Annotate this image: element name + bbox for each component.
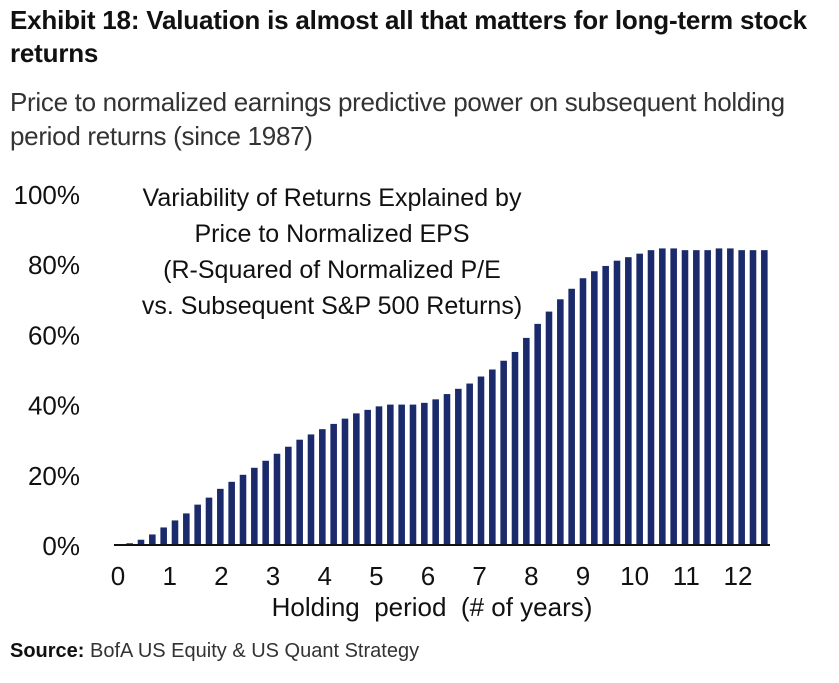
bar — [681, 250, 689, 545]
bar — [545, 311, 553, 545]
x-tick-label: 3 — [266, 561, 280, 591]
bar — [375, 406, 383, 545]
bar — [749, 250, 757, 545]
y-axis-ticks: 0% 20% 40% 60% 80% 100% — [14, 180, 81, 561]
bar — [296, 439, 303, 545]
bar — [251, 467, 258, 545]
bar — [455, 388, 462, 545]
x-tick-label: 11 — [673, 561, 700, 591]
x-tick-label: 8 — [524, 561, 538, 591]
bar — [647, 250, 655, 545]
bar — [387, 404, 394, 545]
y-tick-label: 100% — [14, 180, 81, 210]
x-axis-label: Holding period (# of years) — [272, 592, 593, 622]
bar — [579, 278, 587, 545]
bar — [239, 474, 247, 545]
bar — [670, 248, 677, 545]
bar — [443, 394, 451, 545]
exhibit-title: Exhibit 18: Valuation is almost all that… — [10, 5, 807, 68]
y-tick-label: 20% — [28, 461, 80, 491]
bar — [727, 248, 734, 545]
bar — [500, 360, 507, 545]
x-tick-label: 1 — [162, 561, 176, 591]
bar — [273, 453, 281, 545]
x-tick-label: 2 — [214, 561, 228, 591]
bar — [398, 404, 405, 545]
x-tick-label: 0 — [111, 561, 125, 591]
x-tick-label: 6 — [421, 561, 435, 591]
bar — [511, 351, 519, 545]
bar — [568, 288, 575, 545]
source-label: Source: — [10, 640, 85, 662]
bar — [409, 404, 417, 545]
bars — [126, 248, 768, 546]
bar — [738, 250, 745, 545]
bar — [364, 409, 371, 545]
bar — [613, 260, 621, 545]
y-tick-label: 80% — [28, 250, 80, 280]
annotation-line: (R-Squared of Normalized P/E — [163, 256, 501, 284]
bar — [477, 376, 485, 545]
bar — [149, 534, 156, 545]
bar — [523, 337, 530, 545]
bar — [466, 383, 473, 545]
annotation-line: Price to Normalized EPS — [194, 220, 469, 248]
bar — [330, 423, 337, 545]
x-tick-label: 10 — [620, 561, 649, 591]
bar-chart: Variability of Returns Explained by Price… — [14, 180, 770, 622]
bar — [761, 250, 768, 545]
bar — [715, 248, 723, 545]
bar — [341, 418, 349, 545]
x-tick-label: 5 — [369, 561, 383, 591]
bar — [285, 446, 292, 545]
bar — [205, 497, 213, 545]
bar — [262, 460, 269, 545]
bar — [693, 250, 700, 545]
bar — [704, 250, 711, 545]
bar — [228, 481, 235, 545]
chart-annotation: Variability of Returns Explained by Price… — [142, 184, 522, 320]
x-tick-label: 4 — [317, 561, 331, 591]
bar — [217, 488, 224, 545]
bar — [307, 434, 315, 545]
x-tick-label: 9 — [576, 561, 590, 591]
bar — [421, 402, 428, 545]
bar — [432, 399, 439, 545]
bar — [319, 429, 326, 545]
exhibit-subtitle: Price to normalized earnings predictive … — [10, 87, 785, 151]
bar — [137, 539, 145, 545]
y-tick-label: 0% — [42, 531, 80, 561]
bar — [194, 504, 201, 545]
source-text: BofA US Equity & US Quant Strategy — [84, 640, 420, 662]
x-axis-ticks: 0 1 2 3 4 5 6 7 8 9 10 11 12 — [111, 561, 753, 591]
bar — [183, 513, 190, 545]
source-note: Source: BofA US Equity & US Quant Strate… — [10, 640, 419, 663]
bar — [625, 257, 632, 545]
annotation-line: vs. Subsequent S&P 500 Returns) — [142, 292, 522, 320]
bar — [160, 527, 167, 545]
x-tick-label: 12 — [724, 561, 753, 591]
bar — [659, 248, 666, 545]
bar — [636, 253, 643, 546]
bar — [489, 369, 496, 545]
bar — [557, 299, 564, 545]
bar — [534, 323, 541, 545]
y-tick-label: 40% — [28, 391, 80, 421]
bar — [171, 520, 179, 545]
x-tick-label: 7 — [472, 561, 486, 591]
bar — [602, 265, 609, 545]
bar — [591, 271, 598, 545]
y-tick-label: 60% — [28, 320, 80, 350]
annotation-line: Variability of Returns Explained by — [143, 184, 522, 212]
bar — [353, 413, 360, 546]
